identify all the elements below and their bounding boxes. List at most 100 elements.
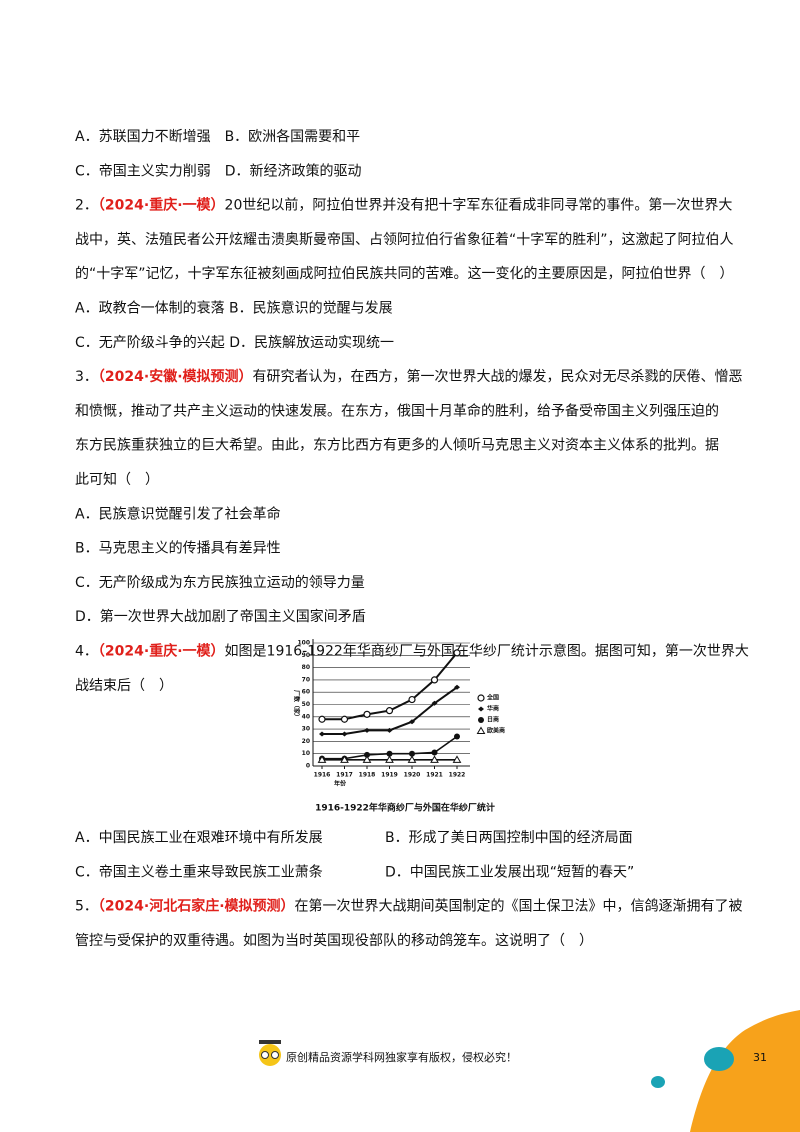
legend-marker: [477, 694, 485, 702]
data-point: [364, 727, 370, 733]
data-point: [452, 755, 462, 763]
text-line: 和愤慨，推动了共产主义运动的快速发展。在东方，俄国十月革命的胜利，给予备受帝国主…: [75, 402, 719, 419]
text-line: A．民族意识觉醒引发了社会革命: [75, 505, 281, 522]
x-tick-label: 1916: [314, 772, 331, 779]
y-tick-label: 80: [302, 664, 310, 671]
question-number: 5．: [75, 899, 98, 915]
text-line: C．无产阶级斗争的兴起 D．民族解放运动实现统一: [75, 335, 394, 351]
data-point: [431, 700, 438, 706]
line-text: 和愤慨，推动了共产主义运动的快速发展。在东方，俄国十月革命的胜利，给予备受帝国主…: [75, 402, 719, 419]
data-point: [430, 676, 439, 684]
text-line: 5．（2024·河北石家庄·模拟预测）在第一次世界大战期间英国制定的《国土保卫法…: [75, 898, 743, 915]
legend-label: 欧美商: [487, 727, 505, 735]
y-tick-label: 10: [302, 750, 310, 757]
question-source: （2024·重庆·一模）: [98, 643, 225, 660]
data-point: [386, 750, 393, 757]
question-source: （2024·河北石家庄·模拟预测）: [98, 898, 295, 915]
option-text: C．帝国主义卷土重来导致民族工业萧条: [75, 863, 323, 880]
data-point: [386, 727, 393, 733]
data-point: [407, 755, 417, 763]
chart-caption: 1916-1922年华商纱厂与外国在华纱厂统计: [315, 802, 495, 814]
text-line: 的“十字军”记忆，十字军东征被刻画成阿拉伯民族共同的苦难。这一变化的主要原因是，…: [75, 265, 734, 282]
data-point: [453, 649, 461, 657]
x-tick-label: 1917: [336, 772, 353, 779]
option-text: D．中国民族工业发展出现“短暂的春天”: [385, 864, 634, 880]
line-text: A．民族意识觉醒引发了社会革命: [75, 505, 281, 522]
data-point: [430, 755, 439, 763]
line-text: D．第一次世界大战加剧了帝国主义国家间矛盾: [75, 608, 366, 625]
x-tick-label: 1919: [381, 772, 398, 779]
legend-marker: [478, 706, 484, 712]
option-text: B．形成了美日两国控制中国的经济局面: [385, 830, 633, 846]
y-tick-label: 70: [302, 676, 310, 683]
legend-label: 华商: [487, 705, 499, 713]
data-point: [408, 695, 416, 704]
line-text: C．无产阶级成为东方民族独立运动的领导力量: [75, 575, 365, 591]
line-text: A．苏联国力不断增强 B．欧洲各国需要和平: [75, 129, 360, 145]
dot-decoration: [651, 1076, 665, 1088]
legend-label: 全国: [486, 694, 499, 702]
data-point: [454, 733, 460, 740]
line-text: 东方民族重获独立的巨大希望。由此，东方比西方有更多的人倾听马克思主义对资本主义体…: [75, 437, 719, 454]
data-point: [363, 710, 371, 718]
x-tick-label: 1918: [359, 772, 376, 779]
line-text: 20世纪以前，阿拉伯世界并没有把十字军东征看成非同寻常的事件。第一次世界大: [225, 197, 733, 214]
text-line: 东方民族重获独立的巨大希望。由此，东方比西方有更多的人倾听马克思主义对资本主义体…: [75, 437, 719, 454]
y-tick-label: 0: [306, 763, 310, 770]
option-text: A．中国民族工业在艰难环境中有所发展: [75, 830, 323, 846]
text-line: 战中，英、法殖民者公开炫耀击溃奥斯曼帝国、占领阿拉伯行省象征着“十字军的胜利”，…: [75, 231, 734, 248]
question-number: 2．: [75, 198, 98, 214]
line-text: C．帝国主义实力削弱 D．新经济政策的驱动: [75, 162, 362, 179]
y-tick-label: 20: [302, 738, 310, 745]
y-tick-label: 60: [302, 689, 310, 696]
data-point: [409, 719, 415, 725]
question-source: （2024·重庆·一模）: [98, 197, 225, 214]
data-point: [385, 707, 394, 715]
line-text: 此可知（ ）: [75, 471, 159, 488]
y-tick-label: 50: [302, 701, 310, 708]
legend-marker: [478, 717, 484, 723]
text-line: 管控与受保护的双重待遇。如图为当时英国现役部队的移动鸽笼车。这说明了（ ）: [75, 932, 593, 949]
text-line: C．帝国主义实力削弱 D．新经济政策的驱动: [75, 162, 362, 179]
data-point: [340, 715, 349, 723]
legend-label: 日商: [487, 716, 499, 724]
line-text: 战结束后（ ）: [75, 678, 173, 694]
x-tick-label: 1922: [449, 772, 466, 779]
text-line: 战结束后（ ）: [75, 678, 173, 694]
text-line: 2．（2024·重庆·一模）20世纪以前，阿拉伯世界并没有把十字军东征看成非同寻…: [75, 197, 732, 214]
line-text: 的“十字军”记忆，十字军东征被刻画成阿拉伯民族共同的苦难。这一变化的主要原因是，…: [75, 265, 734, 282]
text-line: 此可知（ ）: [75, 471, 159, 488]
question-number: 4．: [75, 644, 98, 660]
data-point: [385, 755, 394, 763]
x-axis-label: 年份: [334, 780, 347, 788]
data-point: [362, 755, 372, 763]
line-text: 在第一次世界大战期间英国制定的《国土保卫法》中，信鸽逐渐拥有了被: [295, 898, 743, 915]
y-tick-label: 100: [297, 640, 310, 647]
x-tick-label: 1920: [404, 772, 421, 779]
line-text: B．马克思主义的传播具有差异性: [75, 541, 281, 557]
copyright-notice: 原创精品资源学科网独家享有版权，侵权必究！: [286, 1050, 517, 1064]
data-point: [317, 755, 327, 763]
data-point: [340, 755, 349, 763]
line-text: A．政教合一体制的衰落 B．民族意识的觉醒与发展: [75, 300, 393, 317]
page-number: 31: [753, 1051, 767, 1064]
text-line: D．第一次世界大战加剧了帝国主义国家间矛盾: [75, 608, 366, 625]
text-line: A．政教合一体制的衰落 B．民族意识的觉醒与发展: [75, 300, 393, 317]
text-line: C．无产阶级成为东方民族独立运动的领导力量: [75, 575, 365, 591]
text-line: 3．（2024·安徽·模拟预测）有研究者认为，在西方，第一次世界大战的爆发，民众…: [75, 368, 743, 385]
line-text: 有研究者认为，在西方，第一次世界大战的爆发，民众对无尽杀戮的厌倦、憎恶: [253, 368, 743, 385]
data-point: [409, 750, 415, 757]
data-point: [319, 731, 325, 737]
question-number: 3．: [75, 369, 98, 385]
text-line: 4．（2024·重庆·一模）如图是1916-1922年华商纱厂与外国在华纱厂统计…: [75, 643, 749, 660]
data-point: [431, 749, 438, 756]
line-text: 战中，英、法殖民者公开炫耀击溃奥斯曼帝国、占领阿拉伯行省象征着“十字军的胜利”，…: [75, 231, 734, 248]
question-source: （2024·安徽·模拟预测）: [98, 368, 253, 385]
y-tick-label: 90: [302, 652, 310, 659]
line-text: C．无产阶级斗争的兴起 D．民族解放运动实现统一: [75, 335, 394, 351]
text-line: B．马克思主义的传播具有差异性: [75, 541, 281, 557]
y-tick-label: 30: [302, 726, 310, 733]
y-tick-label: 40: [302, 713, 310, 720]
